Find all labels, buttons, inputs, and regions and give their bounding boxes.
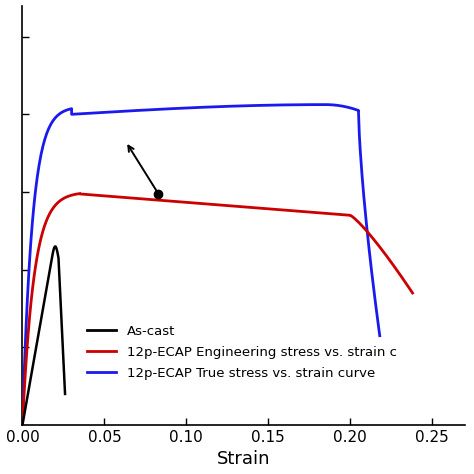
X-axis label: Strain: Strain [217,450,271,468]
Legend: As-cast, 12p-ECAP Engineering stress vs. strain c, 12p-ECAP True stress vs. stra: As-cast, 12p-ECAP Engineering stress vs.… [82,319,402,385]
